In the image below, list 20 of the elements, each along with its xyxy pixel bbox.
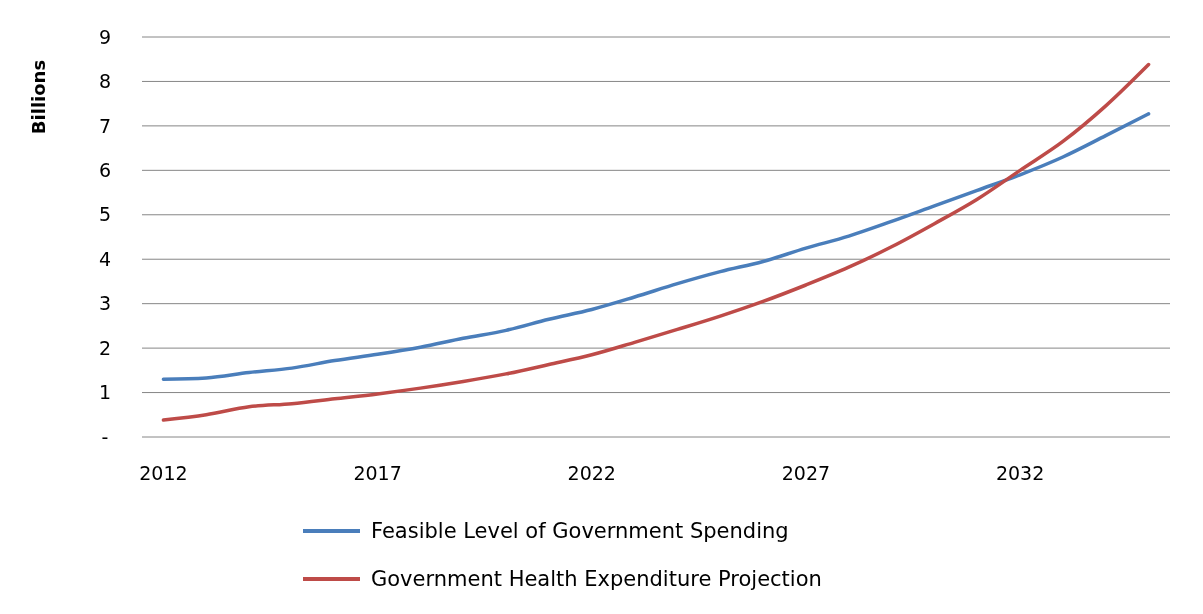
y-tick-label: 7 xyxy=(98,114,112,137)
x-tick-label: 2012 xyxy=(139,462,188,484)
y-tick-label: 5 xyxy=(98,203,112,226)
y-tick-label: 4 xyxy=(98,247,112,270)
y-tick-label: 6 xyxy=(98,158,112,181)
line-series xyxy=(161,62,1151,422)
y-tick-label: - xyxy=(101,425,109,448)
x-tick-label: 2027 xyxy=(781,462,831,484)
y-axis-title: Billions xyxy=(28,59,49,135)
y-tick-label: 1 xyxy=(98,381,112,404)
y-tick-label: 3 xyxy=(98,292,112,315)
y-tick-label: 9 xyxy=(98,25,112,48)
legend-label: Government Health Expenditure Projection xyxy=(371,567,822,592)
y-tick-label: 2 xyxy=(98,336,112,359)
x-tick-label: 2032 xyxy=(995,462,1045,484)
line-series xyxy=(161,112,1151,381)
legend-label: Feasible Level of Government Spending xyxy=(371,519,789,544)
x-tick-label: 2017 xyxy=(353,462,402,484)
x-tick-label: 2022 xyxy=(567,462,616,484)
y-tick-label: 8 xyxy=(98,70,112,93)
